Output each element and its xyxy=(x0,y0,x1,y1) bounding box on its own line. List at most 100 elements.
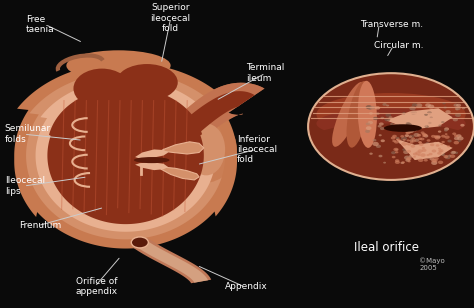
Circle shape xyxy=(369,112,373,115)
Circle shape xyxy=(429,158,434,160)
Circle shape xyxy=(438,131,441,133)
Circle shape xyxy=(131,237,148,248)
Circle shape xyxy=(420,153,426,157)
Circle shape xyxy=(390,123,393,125)
Circle shape xyxy=(421,152,427,156)
Circle shape xyxy=(365,130,370,133)
Circle shape xyxy=(368,121,373,124)
Text: Superior
ileocecal
fold: Superior ileocecal fold xyxy=(151,3,191,33)
Circle shape xyxy=(383,103,387,106)
Circle shape xyxy=(373,117,378,120)
Circle shape xyxy=(433,157,439,160)
Ellipse shape xyxy=(384,124,422,132)
Circle shape xyxy=(406,157,411,160)
Circle shape xyxy=(404,156,410,160)
Circle shape xyxy=(428,153,433,156)
Circle shape xyxy=(428,148,433,150)
Ellipse shape xyxy=(134,157,170,163)
Circle shape xyxy=(378,155,383,157)
Circle shape xyxy=(436,136,441,138)
Circle shape xyxy=(402,148,406,151)
Polygon shape xyxy=(386,108,453,130)
Circle shape xyxy=(406,143,410,145)
Circle shape xyxy=(407,139,410,141)
Circle shape xyxy=(416,155,420,158)
Circle shape xyxy=(410,111,417,115)
Circle shape xyxy=(425,154,429,157)
Ellipse shape xyxy=(316,93,465,136)
Circle shape xyxy=(413,128,417,132)
Text: Ileal orifice: Ileal orifice xyxy=(354,241,419,254)
Circle shape xyxy=(406,132,409,134)
Circle shape xyxy=(438,160,443,164)
Text: Appendix: Appendix xyxy=(225,282,268,291)
Circle shape xyxy=(454,135,458,137)
Circle shape xyxy=(416,103,422,107)
Ellipse shape xyxy=(66,50,171,81)
Circle shape xyxy=(456,104,461,107)
Circle shape xyxy=(401,142,407,146)
Circle shape xyxy=(452,151,456,154)
Circle shape xyxy=(409,135,414,139)
Circle shape xyxy=(420,138,424,140)
Ellipse shape xyxy=(187,124,225,175)
Circle shape xyxy=(376,112,380,115)
Circle shape xyxy=(441,135,446,138)
Ellipse shape xyxy=(316,124,465,148)
Polygon shape xyxy=(14,63,237,249)
Circle shape xyxy=(365,105,372,109)
Circle shape xyxy=(413,133,419,137)
Circle shape xyxy=(381,117,384,119)
Circle shape xyxy=(427,111,432,114)
Circle shape xyxy=(418,149,423,153)
Polygon shape xyxy=(148,83,264,159)
Circle shape xyxy=(425,151,429,154)
Circle shape xyxy=(406,123,412,127)
Circle shape xyxy=(419,141,422,144)
Circle shape xyxy=(404,145,409,148)
Circle shape xyxy=(308,73,474,180)
Circle shape xyxy=(432,149,436,152)
Circle shape xyxy=(454,141,459,144)
Circle shape xyxy=(431,135,436,138)
Circle shape xyxy=(375,106,380,110)
Circle shape xyxy=(442,147,446,149)
Circle shape xyxy=(419,143,424,146)
Circle shape xyxy=(434,136,438,139)
Circle shape xyxy=(410,139,415,142)
Circle shape xyxy=(452,132,456,135)
Circle shape xyxy=(393,148,399,151)
Circle shape xyxy=(436,144,439,147)
Circle shape xyxy=(394,141,399,144)
Polygon shape xyxy=(161,142,204,154)
Circle shape xyxy=(427,139,430,142)
Circle shape xyxy=(411,137,415,140)
Circle shape xyxy=(455,107,461,110)
Text: Inferior
ileocecal
fold: Inferior ileocecal fold xyxy=(237,135,277,164)
Circle shape xyxy=(432,159,438,163)
Circle shape xyxy=(460,124,465,127)
Circle shape xyxy=(454,137,459,140)
Text: Orifice of
appendix: Orifice of appendix xyxy=(76,277,118,296)
Circle shape xyxy=(444,129,448,132)
Ellipse shape xyxy=(332,82,365,147)
Circle shape xyxy=(429,116,433,119)
Circle shape xyxy=(428,154,433,157)
Circle shape xyxy=(402,112,406,114)
Circle shape xyxy=(454,103,458,107)
Circle shape xyxy=(368,108,372,110)
Polygon shape xyxy=(396,139,453,160)
Text: Free
taenia: Free taenia xyxy=(26,15,55,34)
Circle shape xyxy=(411,112,415,115)
Circle shape xyxy=(380,127,385,130)
Circle shape xyxy=(427,154,429,156)
Circle shape xyxy=(400,135,404,138)
Circle shape xyxy=(439,150,442,152)
Circle shape xyxy=(410,145,415,148)
Circle shape xyxy=(422,135,425,137)
Circle shape xyxy=(405,131,411,134)
Ellipse shape xyxy=(116,64,178,101)
Circle shape xyxy=(424,135,428,138)
Ellipse shape xyxy=(73,69,130,108)
Circle shape xyxy=(457,140,461,142)
